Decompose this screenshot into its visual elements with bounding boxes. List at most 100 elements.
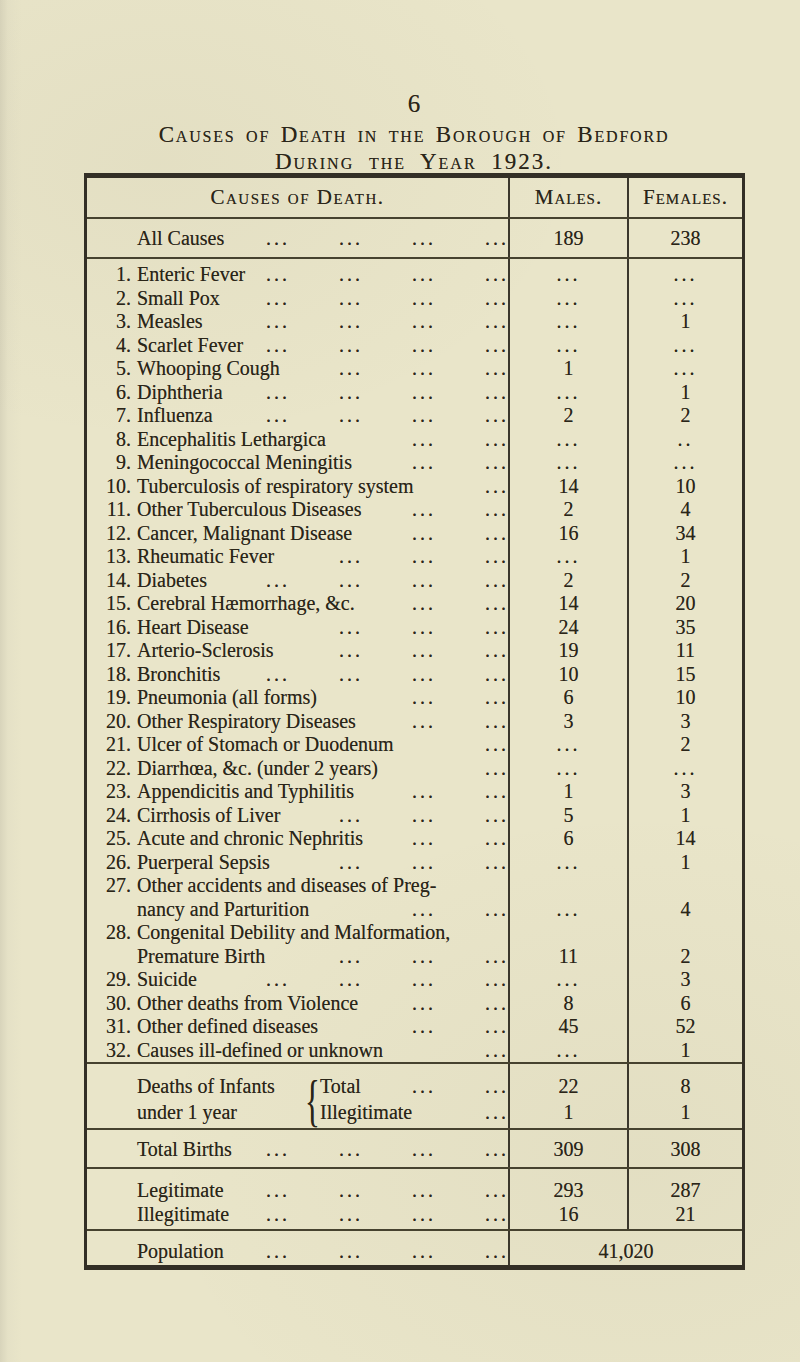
females-value: .. [629,428,742,452]
cause-row: 10.Tuberculosis of respiratory system...… [87,475,742,499]
leader-dots: ... [412,1179,436,1203]
row-number: 24. [89,804,131,828]
cause-row: 3.Measles...............1 [87,310,742,334]
leader-dots: ... [412,851,436,875]
leader-dots: ... [485,334,509,358]
males-value: ... [510,381,627,405]
leader-dots: ... [412,428,436,452]
leader-dots: ... [485,968,509,992]
males-value: 8 [510,992,627,1016]
cause-row: 24.Cirrhosis of Liver.........51 [87,804,742,828]
males-value: 14 [510,475,627,499]
cause-row: 12.Cancer, Malignant Disease......1634 [87,522,742,546]
leader-dots: ... [485,545,509,569]
leader-dots: ... [485,310,509,334]
row-label: Other Tuberculous Diseases [137,498,361,522]
leader-dots: ... [412,569,436,593]
cause-row: 11.Other Tuberculous Diseases......24 [87,498,742,522]
row-number: 20. [89,710,131,734]
leader-dots: ... [485,1179,509,1203]
row-label: Arterio-Sclerosis [137,639,274,663]
row-number: 14. [89,569,131,593]
row-number: 8. [89,428,131,452]
males-value: ... [510,287,627,311]
row-label: Tuberculosis of respiratory system [137,475,413,499]
leader-dots: ... [485,1240,509,1264]
row-label: Suicide [137,968,197,992]
leader-dots: ... [412,639,436,663]
cause-row: 19.Pneumonia (all forms)......610 [87,686,742,710]
cause-row: 23.Appendicitis and Typhilitis......13 [87,780,742,804]
leader-dots: ... [485,616,509,640]
females-value: 8 [629,1075,742,1099]
cause-row: 4.Scarlet Fever.................. [87,334,742,358]
females-value: 1 [629,804,742,828]
leader-dots: ... [485,522,509,546]
row-number: 6. [89,381,131,405]
row-label: Other defined diseases [137,1015,318,1039]
leader-dots: ... [485,263,509,287]
row-label: Heart Disease [137,616,249,640]
males-value: ... [510,545,627,569]
leader-dots: ... [266,1240,290,1264]
cause-row: 20.Other Respiratory Diseases......33 [87,710,742,734]
leader-dots: ... [339,569,363,593]
females-value: 6 [629,992,742,1016]
leader-dots: ... [266,287,290,311]
row-number: 16. [89,616,131,640]
leader-dots: ... [485,757,509,781]
leader-dots: ... [485,639,509,663]
leader-dots: ... [412,227,436,251]
females-value: 3 [629,780,742,804]
page-title: Causes of Death in the Borough of Bedfor… [28,122,800,148]
cause-row: 15.Cerebral Hæmorrhage, &c.......1420 [87,592,742,616]
males-value: 293 [510,1179,627,1203]
males-value: ... [510,1039,627,1063]
row-label: Cancer, Malignant Disease [137,522,352,546]
leader-dots: ... [339,404,363,428]
leader-dots: ... [485,851,509,875]
males-value: 2 [510,404,627,428]
leader-dots: ... [485,357,509,381]
row-number: 31. [89,1015,131,1039]
cause-row: 27.Other accidents and diseases of Preg- [87,874,742,898]
males-value: ... [510,757,627,781]
cause-row: Premature Birth.........112 [87,945,742,969]
males-value: ... [510,898,627,922]
cause-row: 28.Congenital Debility and Malformation, [87,921,742,945]
leader-dots: ... [339,1240,363,1264]
leader-dots: ... [485,663,509,687]
row-label: Measles [137,310,203,334]
row-label: Population [137,1240,224,1264]
leader-dots: ... [412,686,436,710]
leader-dots: ... [412,898,436,922]
females-value: 2 [629,733,742,757]
females-value: 238 [629,227,742,251]
row-label: Diabetes [137,569,207,593]
row-label: Meningococcal Meningitis [137,451,352,475]
row-label: Pneumonia (all forms) [137,686,317,710]
leader-dots: ... [412,616,436,640]
males-value: 1 [510,780,627,804]
leader-dots: ... [485,227,509,251]
females-value: 1 [629,851,742,875]
row-label: Enteric Fever [137,263,245,287]
females-value: 52 [629,1015,742,1039]
row-label: Premature Birth [137,945,265,969]
row-label: Congenital Debility and Malformation, [137,921,450,945]
row-number: 3. [89,310,131,334]
females-value: ... [629,757,742,781]
females-value: ... [629,451,742,475]
row-number: 13. [89,545,131,569]
row-label: Other accidents and diseases of Preg- [137,874,436,898]
leader-dots: ... [266,334,290,358]
leader-dots: ... [412,498,436,522]
leader-dots: ... [485,898,509,922]
females-value: ... [629,287,742,311]
leader-dots: ... [339,310,363,334]
males-value: ... [510,851,627,875]
cause-row: 25.Acute and chronic Nephritis......614 [87,827,742,851]
males-value: 2 [510,498,627,522]
leader-dots: ... [266,968,290,992]
row-label: Whooping Cough [137,357,280,381]
